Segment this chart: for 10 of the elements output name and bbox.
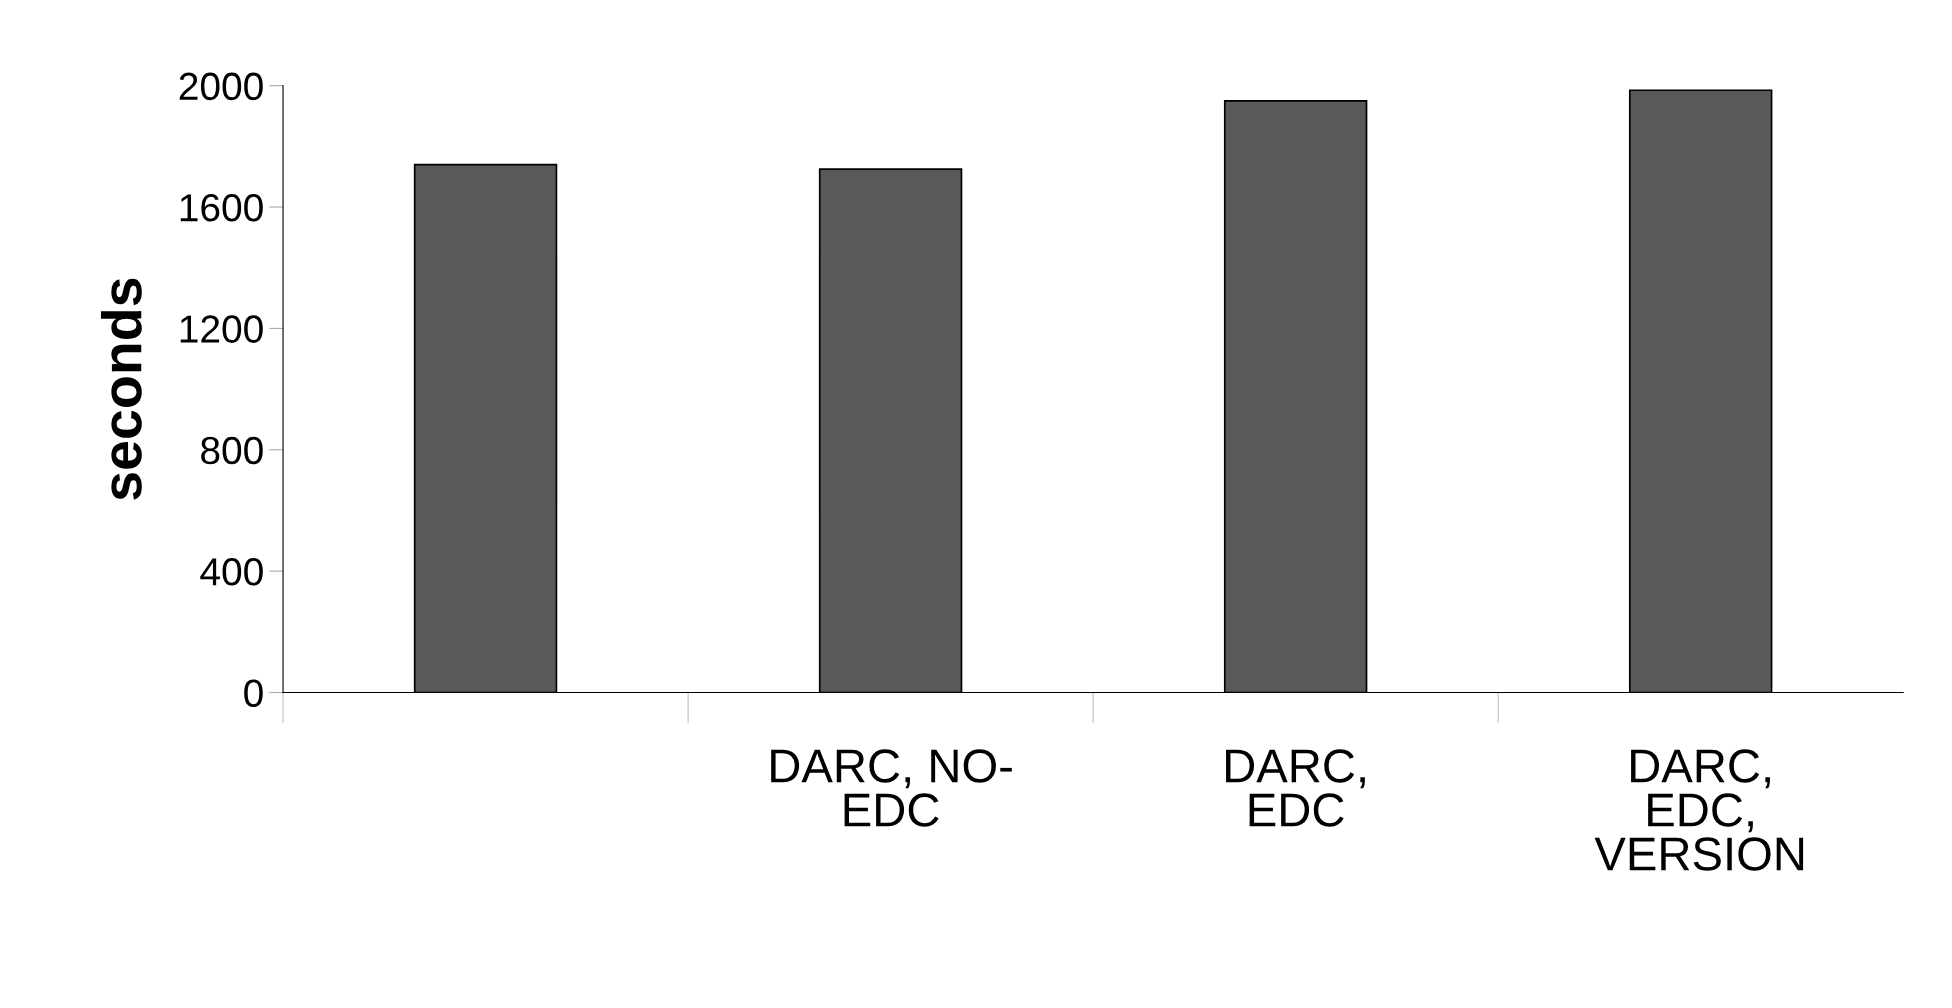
x-tick-label: DARC, NO- EDC: [771, 749, 1012, 827]
y-tick-label: 1200: [180, 315, 263, 343]
x-tick-label: DARC, EDC, VERSION: [1594, 749, 1804, 871]
y-tick-label: 2000: [179, 72, 263, 101]
x-tick-label: DARC, EDC: [1226, 749, 1365, 827]
y-tick-label: 1600: [180, 193, 263, 222]
y-tick-label: 400: [200, 558, 263, 586]
y-tick-label: 0: [244, 679, 263, 707]
y-tick-label: 800: [201, 436, 263, 465]
y-axis-title: seconds: [101, 278, 142, 500]
